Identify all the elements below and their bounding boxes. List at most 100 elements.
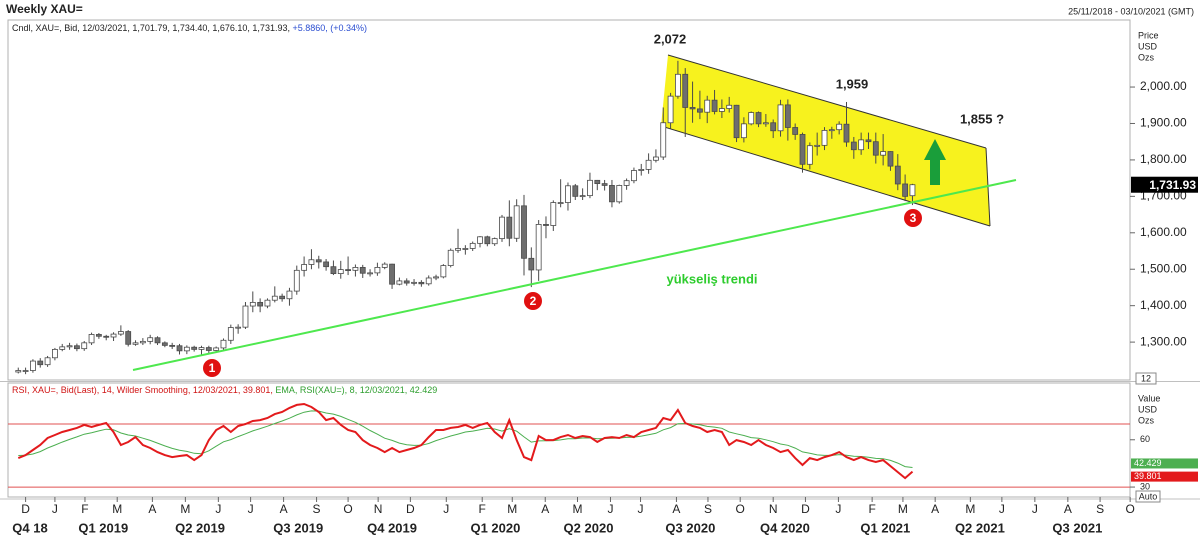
candle-body: [704, 99, 711, 113]
candle-body: [301, 264, 308, 271]
candle-body: [858, 139, 865, 151]
x-tick-label: N: [769, 502, 778, 516]
candle-body: [374, 267, 381, 274]
candle-body: [689, 107, 696, 110]
candle-body: [447, 249, 454, 266]
candle-body: [52, 348, 58, 359]
x-tick-label: M: [898, 502, 908, 516]
x-tick-label: J: [999, 502, 1005, 516]
channel-bottom: [660, 125, 991, 227]
candle-body: [682, 73, 689, 108]
trend-line: [132, 179, 1017, 371]
x-tick-label: S: [1096, 502, 1104, 516]
candle-body: [572, 185, 579, 197]
value-label: 39.801: [1134, 471, 1162, 481]
candle-body: [909, 184, 916, 197]
x-tick-label: M: [112, 502, 122, 516]
candle-body: [792, 127, 799, 135]
x-tick-label: M: [572, 502, 582, 516]
candle-body: [271, 295, 278, 301]
marker-circle: [904, 209, 922, 227]
candle-body: [550, 202, 557, 226]
auto-box: [1135, 490, 1161, 503]
axis-title: Ozs: [1138, 415, 1155, 425]
y-tick-label: 1,800.00: [1140, 152, 1187, 166]
x-tick-label: M: [507, 502, 517, 516]
candle-body: [154, 337, 161, 344]
x-tick-label: D: [801, 502, 810, 516]
candle-body: [675, 73, 681, 97]
chart-title: Weekly XAU=: [6, 2, 83, 16]
x-tick-label: J: [835, 502, 841, 516]
candle-body: [359, 267, 366, 274]
auto-label: Auto: [1139, 491, 1158, 501]
candle-body: [843, 123, 850, 143]
candle-body: [535, 224, 542, 271]
last-price-box: [1131, 176, 1198, 193]
candle-body: [894, 165, 901, 185]
candle-body: [88, 334, 95, 344]
x-tick-label: M: [965, 502, 975, 516]
x-tick-label: O: [1125, 502, 1134, 516]
candle-body: [528, 257, 535, 271]
candle-body: [367, 272, 373, 275]
candle-body: [653, 156, 659, 161]
candle-body: [73, 345, 80, 350]
candle-body: [396, 280, 403, 285]
x-tick-label: O: [736, 502, 745, 516]
annotation: 2,072: [654, 31, 687, 46]
candle-body: [799, 134, 806, 165]
x-tick-label: J: [215, 502, 221, 516]
candle-body: [125, 331, 132, 345]
candle-body: [543, 224, 549, 226]
candle-body: [308, 259, 315, 265]
marker-number: 1: [209, 361, 216, 375]
candle-body: [565, 185, 571, 203]
candle-body: [865, 139, 872, 143]
candle-body: [462, 248, 469, 250]
candle-body: [616, 185, 623, 203]
candle-body: [638, 168, 645, 171]
y-tick-label: 1,900.00: [1140, 116, 1187, 130]
y-tick-label: 1,500.00: [1140, 261, 1187, 275]
candle-body: [440, 265, 447, 278]
candle-body: [95, 334, 102, 337]
candle-body: [403, 280, 410, 284]
scale-note: 12: [1141, 373, 1151, 383]
candle-body: [477, 236, 483, 244]
candle-body: [418, 281, 425, 285]
y-tick-label: 60: [1140, 434, 1150, 444]
candle-body: [198, 347, 205, 350]
annotation: 1,959: [836, 76, 869, 91]
x-tick-label: A: [541, 502, 549, 516]
quarter-label: Q4 2020: [760, 520, 810, 535]
arrow-head: [924, 139, 946, 160]
quarter-label: Q2 2021: [955, 520, 1005, 535]
x-tick-label: A: [672, 502, 680, 516]
candle-body: [762, 122, 769, 125]
marker-number: 2: [530, 294, 537, 308]
candle-body: [293, 269, 300, 292]
candle-body: [139, 340, 146, 344]
annotation: 1,855 ?: [960, 111, 1004, 126]
legend-text: Cndl, XAU=, Bid, 12/03/2021, 1,701.79, 1…: [12, 23, 290, 33]
candle-body: [81, 342, 88, 350]
candle-body: [264, 299, 271, 307]
candle-body: [484, 236, 491, 245]
candle-body: [411, 281, 417, 284]
candle-body: [286, 290, 293, 300]
x-tick-label: S: [313, 502, 321, 516]
annotation-layer: 2,072 1,959 1,855 ? yükseliş trendi 1 2 …: [132, 31, 1017, 377]
candle-body: [169, 344, 176, 347]
candle-body: [594, 179, 601, 185]
candle-body: [506, 216, 513, 239]
candle-body: [103, 335, 110, 338]
axis-title: USD: [1138, 404, 1158, 414]
candle-body: [521, 205, 527, 259]
y-tick-label: 1,300.00: [1140, 334, 1187, 348]
candle-body: [660, 122, 667, 158]
candle-body: [469, 242, 476, 249]
quarter-label: Q2 2019: [175, 520, 225, 535]
